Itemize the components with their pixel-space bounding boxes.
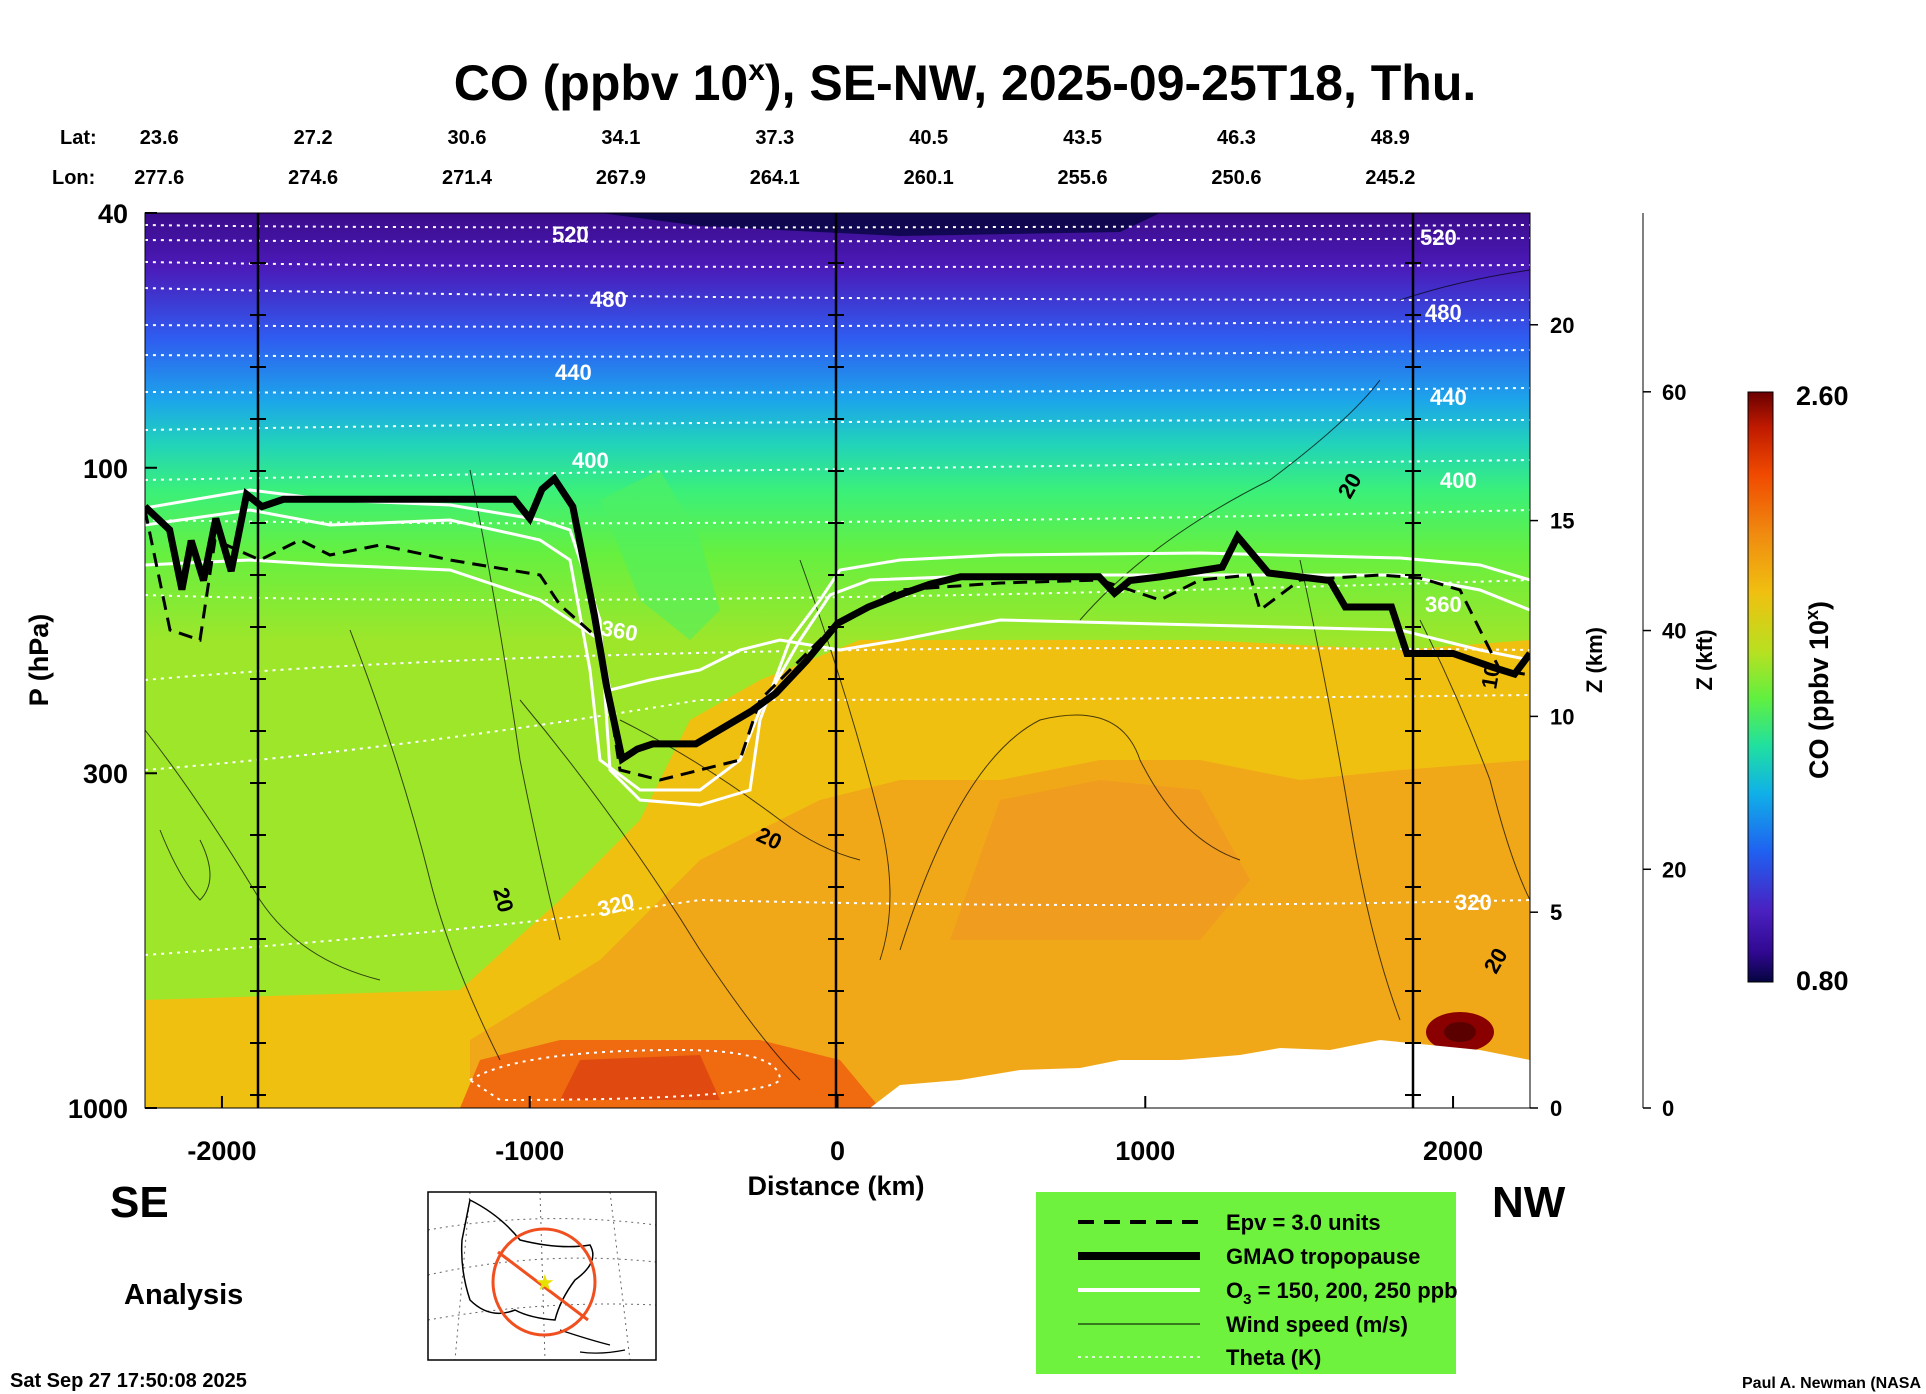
theta-label-520-b: 520	[1420, 225, 1457, 250]
timestamp: Sat Sep 27 17:50:08 2025	[10, 1370, 247, 1392]
y-axis-label: P (hPa)	[24, 614, 54, 707]
lon-value: 271.4	[442, 167, 493, 189]
x-tick-label: 2000	[1423, 1136, 1483, 1166]
z-km-tick-label: 5	[1550, 900, 1562, 925]
lon-value: 245.2	[1365, 167, 1415, 189]
lat-value: 48.9	[1371, 127, 1410, 149]
x-axis-label: Distance (km)	[747, 1171, 924, 1201]
lat-lon-header: 23.6 27.2 30.6 34.1 37.3 40.5 43.5 46.3 48.9 277.…	[134, 127, 1415, 189]
z-km-tick-label: 20	[1550, 313, 1574, 338]
z-kft-label: Z (kft)	[1692, 629, 1717, 690]
z-km-axis: 0 5 10 15 20	[1530, 313, 1574, 1121]
theta-label-440-b: 440	[1430, 385, 1467, 410]
theta-label-400-b: 400	[1440, 468, 1477, 493]
z-kft-tick-label: 60	[1662, 380, 1686, 405]
lat-value: 30.6	[448, 127, 487, 149]
legend-tropopause: GMAO tropopause	[1226, 1244, 1420, 1269]
lon-value: 264.1	[750, 167, 800, 189]
theta-label-400-a: 400	[572, 448, 609, 473]
z-km-tick-label: 15	[1550, 509, 1574, 534]
lat-value: 43.5	[1063, 127, 1102, 149]
legend-theta: Theta (K)	[1226, 1345, 1321, 1370]
inset-map: ★	[427, 1191, 657, 1361]
legend: Epv = 3.0 units GMAO tropopause O3 = 150…	[1036, 1192, 1458, 1374]
colorbar-max: 2.60	[1796, 381, 1849, 411]
x-tick-label: 0	[830, 1136, 845, 1166]
co-field	[145, 213, 1530, 1108]
lat-value: 34.1	[601, 127, 640, 149]
chart-title: CO (ppbv 10x), SE-NW, 2025-09-25T18, Thu…	[454, 54, 1477, 111]
theta-label-520-a: 520	[552, 222, 589, 247]
pressure-axis: 40 100 300 1000	[68, 199, 157, 1124]
y-tick-label: 300	[83, 759, 128, 789]
lat-value: 40.5	[909, 127, 948, 149]
colorbar-min: 0.80	[1796, 966, 1849, 996]
nw-label: NW	[1492, 1178, 1566, 1227]
legend-wind: Wind speed (m/s)	[1226, 1312, 1408, 1337]
z-kft-axis: 0 20 40 60	[1643, 380, 1686, 1121]
z-kft-tick-label: 20	[1662, 857, 1686, 882]
theta-label-440-a: 440	[555, 360, 592, 385]
lat-label: Lat:	[60, 127, 97, 149]
lon-value: 274.6	[288, 167, 338, 189]
x-tick-label: -2000	[187, 1136, 256, 1166]
reference-lines	[256, 213, 1415, 1108]
lat-value: 37.3	[755, 127, 794, 149]
legend-epv: Epv = 3.0 units	[1226, 1210, 1381, 1235]
chart-title-main: CO (ppbv 10	[454, 55, 748, 111]
distance-axis: -2000 -1000 0 1000 2000	[187, 1096, 1483, 1166]
z-km-label: Z (km)	[1582, 627, 1607, 693]
analysis-label: Analysis	[124, 1279, 243, 1311]
se-label: SE	[110, 1178, 169, 1227]
x-tick-label: -1000	[495, 1136, 564, 1166]
credit: Paul A. Newman (NASA	[1742, 1375, 1921, 1392]
theta-label-480-b: 480	[1425, 300, 1462, 325]
chart-title-rest: ), SE-NW, 2025-09-25T18, Thu.	[765, 55, 1476, 111]
reference-ticks	[250, 262, 1421, 1096]
lon-value: 250.6	[1211, 167, 1261, 189]
z-km-tick-label: 10	[1550, 704, 1574, 729]
y-tick-label: 40	[98, 199, 128, 229]
legend-o3: O3 = 150, 200, 250 ppb	[1226, 1278, 1458, 1308]
chart-title-sup: x	[748, 54, 765, 87]
x-tick-label: 1000	[1115, 1136, 1175, 1166]
lon-label: Lon:	[52, 167, 95, 189]
theta-label-320-b: 320	[1455, 890, 1492, 915]
lon-value: 277.6	[134, 167, 184, 189]
tropopause-line	[145, 473, 1530, 765]
theta-labels: 520 480 440 400 360 320 520 480 440 400 …	[552, 222, 1492, 922]
lon-value: 260.1	[904, 167, 954, 189]
wind-label-10: 10	[1476, 662, 1505, 690]
y-tick-label: 1000	[68, 1094, 128, 1124]
y-tick-label: 100	[83, 454, 128, 484]
colorbar	[1747, 391, 1774, 983]
z-km-tick-label: 0	[1550, 1096, 1562, 1121]
z-kft-tick-label: 40	[1662, 619, 1686, 644]
lon-value: 267.9	[596, 167, 646, 189]
colorbar-label: CO (ppbv 10x)	[1802, 601, 1834, 779]
lat-value: 46.3	[1217, 127, 1256, 149]
lon-value: 255.6	[1058, 167, 1108, 189]
svg-text:★: ★	[535, 1270, 555, 1295]
theta-label-360-b: 360	[1425, 592, 1462, 617]
lat-value: 27.2	[294, 127, 333, 149]
lat-value: 23.6	[140, 127, 179, 149]
z-kft-tick-label: 0	[1662, 1096, 1674, 1121]
theta-label-480-a: 480	[590, 287, 627, 312]
